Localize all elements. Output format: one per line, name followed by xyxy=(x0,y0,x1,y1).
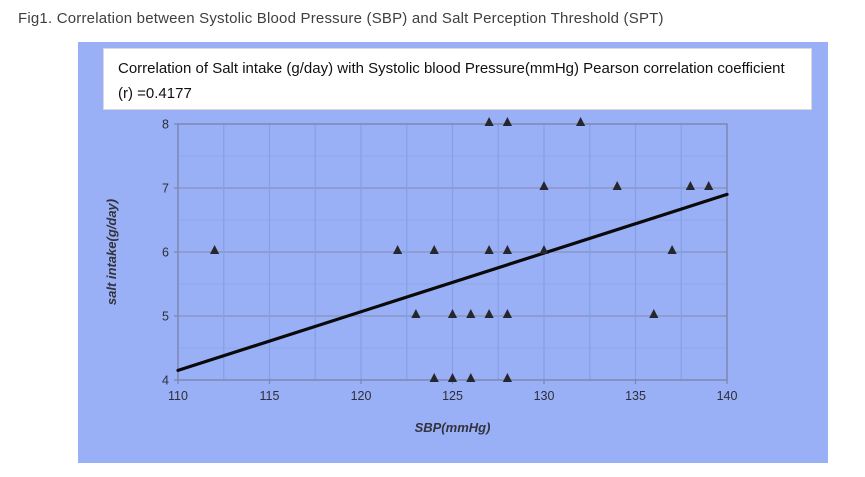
annotation-box: Correlation of Salt intake (g/day) with … xyxy=(103,48,812,110)
x-tick-label: 140 xyxy=(717,389,738,403)
y-tick-label: 8 xyxy=(162,118,169,132)
data-point xyxy=(484,245,494,254)
x-tick-label: 130 xyxy=(534,389,555,403)
x-axis-labels: 110 115 120 125 130 135 140 xyxy=(168,389,737,403)
chart-panel: 110 115 120 125 130 135 140 4 5 6 7 8 SBP(mmHg) salt … xyxy=(78,42,828,463)
data-point xyxy=(447,309,458,318)
data-point xyxy=(576,117,586,126)
data-point xyxy=(704,181,714,190)
data-point xyxy=(447,373,458,382)
y-tick-label: 6 xyxy=(162,246,169,260)
data-point xyxy=(484,309,494,318)
x-tick-label: 115 xyxy=(260,389,280,403)
data-point xyxy=(210,245,220,254)
y-axis-title: salt intake(g/day) xyxy=(104,199,119,305)
data-point xyxy=(502,373,512,382)
y-tick-label: 7 xyxy=(162,182,169,196)
data-point xyxy=(502,309,512,318)
y-tick-label: 5 xyxy=(162,310,169,324)
data-point xyxy=(612,181,622,190)
data-point xyxy=(502,117,512,126)
data-point xyxy=(685,181,695,190)
data-point xyxy=(466,373,476,382)
data-point xyxy=(393,245,403,254)
x-tick-label: 110 xyxy=(168,389,188,403)
x-tick-label: 135 xyxy=(625,389,646,403)
data-point xyxy=(411,309,421,318)
scatter-points xyxy=(210,117,714,382)
data-point xyxy=(649,309,659,318)
grid xyxy=(178,124,727,380)
data-point xyxy=(502,245,512,254)
data-point xyxy=(539,181,549,190)
data-point xyxy=(539,245,549,254)
x-tick-label: 120 xyxy=(351,389,372,403)
y-axis-labels: 4 5 6 7 8 xyxy=(162,118,169,388)
data-point xyxy=(429,373,439,382)
data-point xyxy=(484,117,494,126)
y-tick-label: 4 xyxy=(162,374,169,388)
trend-line xyxy=(176,192,729,372)
x-axis-title: SBP(mmHg) xyxy=(415,420,491,435)
annotation-text: Correlation of Salt intake (g/day) with … xyxy=(118,60,785,102)
scatter-chart: 110 115 120 125 130 135 140 4 5 6 7 8 SBP(mmHg) salt … xyxy=(104,117,737,435)
data-point xyxy=(466,309,476,318)
x-tick-label: 125 xyxy=(442,389,463,403)
data-point xyxy=(667,245,677,254)
data-point xyxy=(429,245,439,254)
figure-caption: Fig1. Correlation between Systolic Blood… xyxy=(18,10,664,27)
